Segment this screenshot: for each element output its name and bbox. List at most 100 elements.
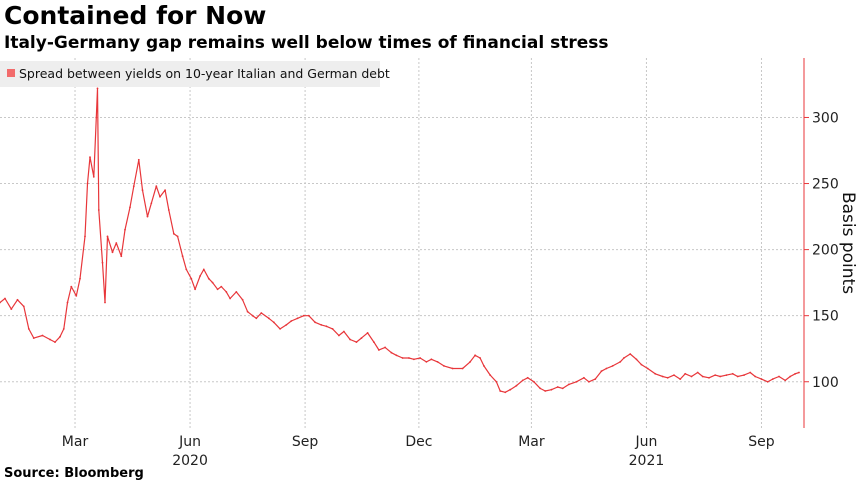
data-point xyxy=(325,325,328,328)
y-tick-label: 250 xyxy=(812,177,839,193)
data-point xyxy=(62,328,65,330)
data-point xyxy=(708,376,710,379)
data-point xyxy=(49,338,51,341)
data-point xyxy=(150,202,153,205)
y-tick-label: 200 xyxy=(812,243,839,259)
data-point xyxy=(66,301,69,304)
data-point xyxy=(172,232,175,235)
data-point xyxy=(736,375,739,378)
data-point xyxy=(272,321,275,324)
data-point xyxy=(654,372,657,375)
data-point xyxy=(623,357,625,359)
data-point xyxy=(229,297,232,300)
data-point xyxy=(771,378,774,380)
data-point xyxy=(719,375,722,378)
data-point xyxy=(611,365,614,367)
data-point xyxy=(349,338,351,341)
data-point xyxy=(430,358,433,361)
data-point xyxy=(167,209,170,211)
data-point xyxy=(550,388,553,391)
data-point xyxy=(115,242,118,244)
data-point xyxy=(619,361,622,363)
legend-box xyxy=(0,61,380,87)
data-point xyxy=(331,328,334,330)
data-point xyxy=(749,371,752,374)
data-point xyxy=(789,375,792,378)
data-point xyxy=(96,87,99,90)
data-point xyxy=(714,374,717,376)
x-tick-label: Mar xyxy=(518,434,545,450)
chart-subtitle: Italy-Germany gap remains well below tim… xyxy=(4,33,609,53)
data-point xyxy=(241,298,244,301)
data-point xyxy=(314,321,316,324)
data-point xyxy=(483,365,485,367)
data-point xyxy=(766,380,769,383)
data-point xyxy=(583,376,585,379)
legend-label: Spread between yields on 10-year Italian… xyxy=(19,66,390,81)
data-point xyxy=(469,361,471,363)
data-point xyxy=(521,379,524,382)
data-point xyxy=(355,341,358,343)
data-point xyxy=(443,365,445,367)
data-point xyxy=(86,182,89,185)
data-point xyxy=(199,275,202,277)
data-point xyxy=(176,235,179,238)
data-point xyxy=(10,308,13,310)
data-point xyxy=(384,346,386,349)
data-point xyxy=(784,379,787,382)
data-point xyxy=(526,376,529,379)
data-point xyxy=(754,375,757,378)
data-point xyxy=(425,361,428,363)
data-point xyxy=(509,388,512,391)
data-point xyxy=(251,314,254,317)
data-point xyxy=(302,314,305,317)
data-point xyxy=(111,251,114,254)
data-point xyxy=(190,277,193,280)
data-point xyxy=(225,291,228,293)
data-point xyxy=(561,387,564,390)
data-point xyxy=(419,357,421,359)
data-point xyxy=(568,383,570,386)
data-point xyxy=(390,351,393,354)
data-point xyxy=(207,277,210,280)
data-point xyxy=(401,357,404,359)
data-point xyxy=(159,195,161,198)
data-point xyxy=(646,367,649,370)
data-point xyxy=(54,341,56,343)
data-point xyxy=(504,391,507,394)
y-axis-ticks: 100 150 200 250 300 xyxy=(804,110,839,391)
data-point xyxy=(101,261,104,264)
data-point xyxy=(575,380,578,383)
data-point xyxy=(185,268,188,271)
data-point xyxy=(666,376,669,379)
data-point xyxy=(164,189,167,192)
data-point xyxy=(408,357,410,359)
data-point xyxy=(59,335,61,338)
chart-title: Contained for Now xyxy=(4,1,267,30)
x-tick-label: Sep xyxy=(292,434,319,450)
data-point xyxy=(106,235,109,238)
x-tick-label: Jun xyxy=(178,434,201,450)
data-point xyxy=(279,328,281,330)
data-point xyxy=(255,317,258,320)
x-year-label: 2020 xyxy=(172,453,208,469)
data-point xyxy=(22,305,25,308)
data-point xyxy=(27,328,30,330)
data-point xyxy=(436,361,439,363)
data-point xyxy=(246,310,249,313)
data-point xyxy=(515,384,518,387)
data-point xyxy=(211,281,214,284)
data-point xyxy=(600,370,603,373)
data-point xyxy=(556,386,559,388)
y-axis-label: Basis points xyxy=(838,192,858,294)
data-point xyxy=(285,324,288,326)
data-point xyxy=(743,374,745,376)
data-point xyxy=(366,332,369,334)
x-tick-label: Sep xyxy=(748,434,775,450)
x-tick-label: Mar xyxy=(62,434,89,450)
data-point xyxy=(338,334,340,337)
data-point xyxy=(731,372,734,375)
source-note: Source: Bloomberg xyxy=(4,466,144,481)
legend-swatch xyxy=(7,69,15,77)
data-point xyxy=(32,337,35,339)
